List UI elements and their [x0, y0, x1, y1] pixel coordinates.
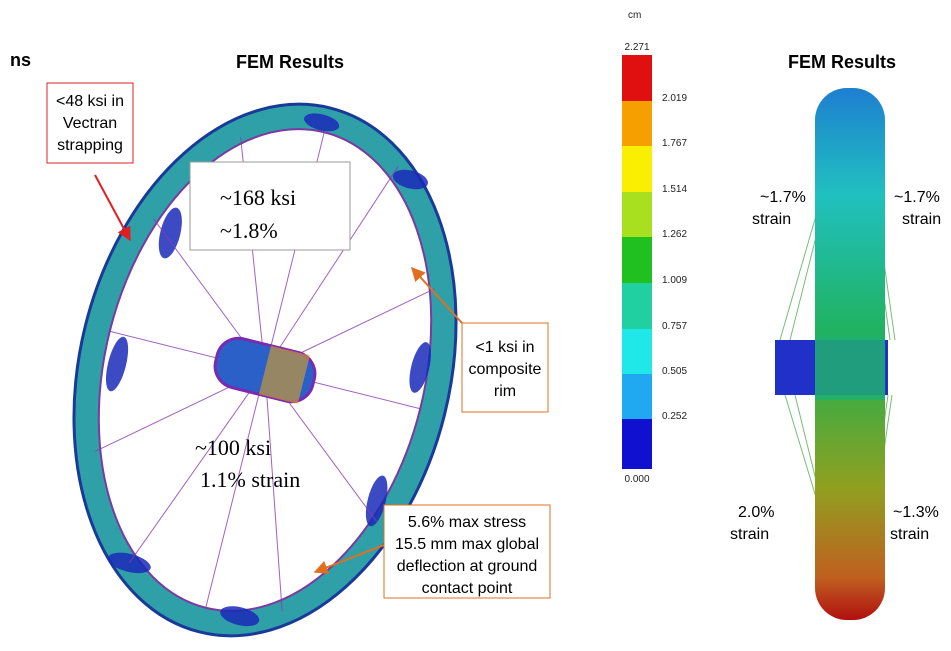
colorbar-label: 1.009 — [662, 275, 687, 286]
arrow — [95, 175, 130, 240]
strapping-text: Vectran — [63, 115, 117, 132]
page: {"header_left":"ns", "left":{"title":"FE… — [0, 0, 951, 646]
lower-spoke-text: ~100 ksi — [195, 435, 271, 460]
colorbar-label: 1.262 — [662, 229, 687, 240]
strain-label: 2.0% — [738, 504, 774, 521]
right-wheel — [775, 88, 895, 620]
rim-text: composite — [469, 361, 542, 378]
colorbar-label: 1.514 — [662, 184, 687, 195]
left-title: FEM Results — [236, 52, 344, 72]
right-title: FEM Results — [788, 52, 896, 72]
header-left: ns — [10, 50, 31, 70]
ground-text: 5.6% max stress — [408, 514, 526, 531]
rim-text: <1 ksi in — [475, 339, 534, 356]
strain-label: ~1.7% — [894, 189, 940, 206]
strapping-text: strapping — [57, 137, 123, 154]
strapping-text: <48 ksi in — [56, 93, 124, 110]
colorbar — [622, 55, 652, 469]
colorbar-unit: cm — [628, 10, 641, 21]
colorbar-label: 0.252 — [662, 411, 687, 422]
strain-label: strain — [902, 211, 941, 228]
strain-label: ~1.7% — [760, 189, 806, 206]
slide: ns FEM Results <48 ksi in Vectran strapp… — [0, 0, 951, 646]
ground-text: deflection at ground — [397, 558, 538, 575]
strain-label: strain — [752, 211, 791, 228]
colorbar-label: 0.757 — [662, 321, 687, 332]
lower-spoke-text: 1.1% strain — [200, 467, 300, 492]
ground-text: 15.5 mm max global — [395, 536, 539, 553]
colorbar-label: 0.505 — [662, 366, 687, 377]
strain-label: strain — [890, 526, 929, 543]
spoke-text: ~168 ksi — [220, 185, 296, 210]
colorbar-label: 2.019 — [662, 93, 687, 104]
spoke-text: ~1.8% — [220, 218, 278, 243]
ground-text: contact point — [422, 580, 513, 597]
colorbar-label: 2.271 — [624, 42, 649, 53]
strain-label: strain — [730, 526, 769, 543]
strain-label: ~1.3% — [893, 504, 939, 521]
rim-text: rim — [494, 383, 516, 400]
colorbar-label: 1.767 — [662, 138, 687, 149]
colorbar-label: 0.000 — [624, 474, 649, 485]
